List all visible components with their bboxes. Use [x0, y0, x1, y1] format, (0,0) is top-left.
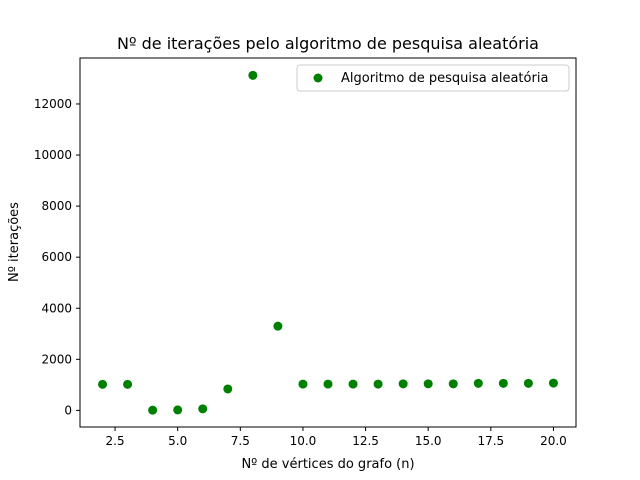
axes-frame: [79, 57, 577, 428]
data-point: [148, 405, 158, 415]
x-tick-label: 5.0: [168, 434, 187, 448]
y-tick-label: 6000: [41, 250, 72, 264]
x-tick-label: 12.5: [352, 434, 379, 448]
x-tick-label: 10.0: [290, 434, 317, 448]
y-axis-label: Nº iterações: [7, 202, 22, 282]
x-tick-label: 17.5: [477, 434, 504, 448]
data-point: [223, 384, 233, 394]
data-point: [98, 379, 108, 389]
x-tick-label: 7.5: [231, 434, 250, 448]
data-point: [173, 405, 183, 415]
legend-box: [296, 64, 570, 92]
data-point: [123, 379, 133, 389]
data-point: [248, 70, 258, 80]
x-axis: 2.5 5.0 7.5 10.0 12.5 15.0 17.5 20.0: [106, 427, 567, 448]
y-tick-label: 8000: [41, 199, 72, 213]
data-point: [348, 379, 358, 389]
y-tick-label: 2000: [41, 352, 72, 366]
y-tick-label: 0: [64, 403, 72, 417]
plot-area: [79, 57, 577, 428]
x-tick-label: 15.0: [415, 434, 442, 448]
legend-label: Algoritmo de pesquisa aleatória: [341, 71, 548, 86]
y-tick-label: 12000: [34, 97, 72, 111]
chart-title: Nº de iterações pelo algoritmo de pesqui…: [117, 34, 539, 53]
data-point: [523, 378, 533, 388]
data-point: [198, 404, 208, 414]
data-point: [473, 378, 483, 388]
y-tick-label: 4000: [41, 301, 72, 315]
y-tick-label: 10000: [34, 148, 72, 162]
data-point: [423, 379, 433, 389]
legend-marker: [313, 73, 323, 83]
data-point: [448, 379, 458, 389]
y-axis: 0 2000 4000 6000 8000 10000 12000: [34, 97, 80, 417]
x-tick-label: 20.0: [540, 434, 567, 448]
data-point: [498, 378, 508, 388]
x-tick-label: 2.5: [106, 434, 125, 448]
data-point: [548, 378, 558, 388]
data-point: [373, 379, 383, 389]
data-point: [398, 379, 408, 389]
data-point: [298, 379, 308, 389]
data-point: [323, 379, 333, 389]
legend: Algoritmo de pesquisa aleatória: [296, 64, 570, 92]
data-points: [98, 70, 558, 415]
data-point: [273, 321, 283, 331]
x-axis-label: Nº de vértices do grafo (n): [241, 457, 414, 472]
